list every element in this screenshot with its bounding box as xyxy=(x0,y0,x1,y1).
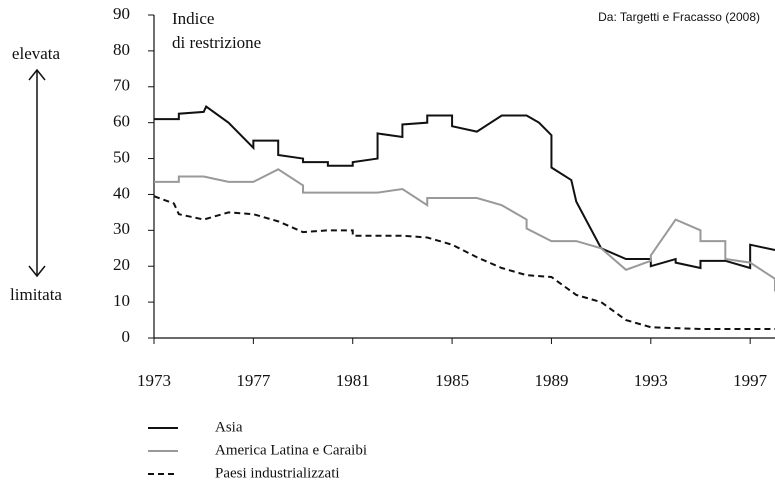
y-tick-label: 30 xyxy=(113,219,130,238)
x-tick-label: 1977 xyxy=(236,371,271,390)
y-tick-label: 20 xyxy=(113,255,130,274)
annotation-low: limitata xyxy=(10,285,62,304)
legend-label: Paesi industrializzati xyxy=(215,465,340,481)
x-tick-label: 1989 xyxy=(534,371,568,390)
y-tick-label: 70 xyxy=(113,76,130,95)
series-line xyxy=(154,168,775,292)
source-note: Da: Targetti e Fracasso (2008) xyxy=(598,10,760,24)
y-axis-label: di restrizione xyxy=(172,33,261,52)
y-tick-label: 50 xyxy=(113,147,130,166)
x-tick-label: 1985 xyxy=(435,371,469,390)
y-tick-label: 60 xyxy=(113,112,130,131)
scale-arrow xyxy=(28,68,46,278)
x-tick-label: 1997 xyxy=(733,371,768,390)
y-tick-label: 10 xyxy=(113,291,130,310)
series-line xyxy=(154,104,775,270)
y-tick-label: 80 xyxy=(113,40,130,59)
y-axis-label: Indice xyxy=(172,9,214,28)
series-line xyxy=(153,195,775,331)
annotation-high: elevata xyxy=(12,44,61,63)
y-tick-label: 40 xyxy=(113,183,130,202)
legend-label: America Latina e Caraibi xyxy=(215,442,367,458)
y-tick-label: 0 xyxy=(122,327,131,346)
x-tick-label: 1981 xyxy=(336,371,370,390)
x-tick-label: 1973 xyxy=(137,371,171,390)
y-tick-label: 90 xyxy=(113,4,130,23)
legend-label: Asia xyxy=(215,419,243,435)
x-tick-label: 1993 xyxy=(634,371,668,390)
